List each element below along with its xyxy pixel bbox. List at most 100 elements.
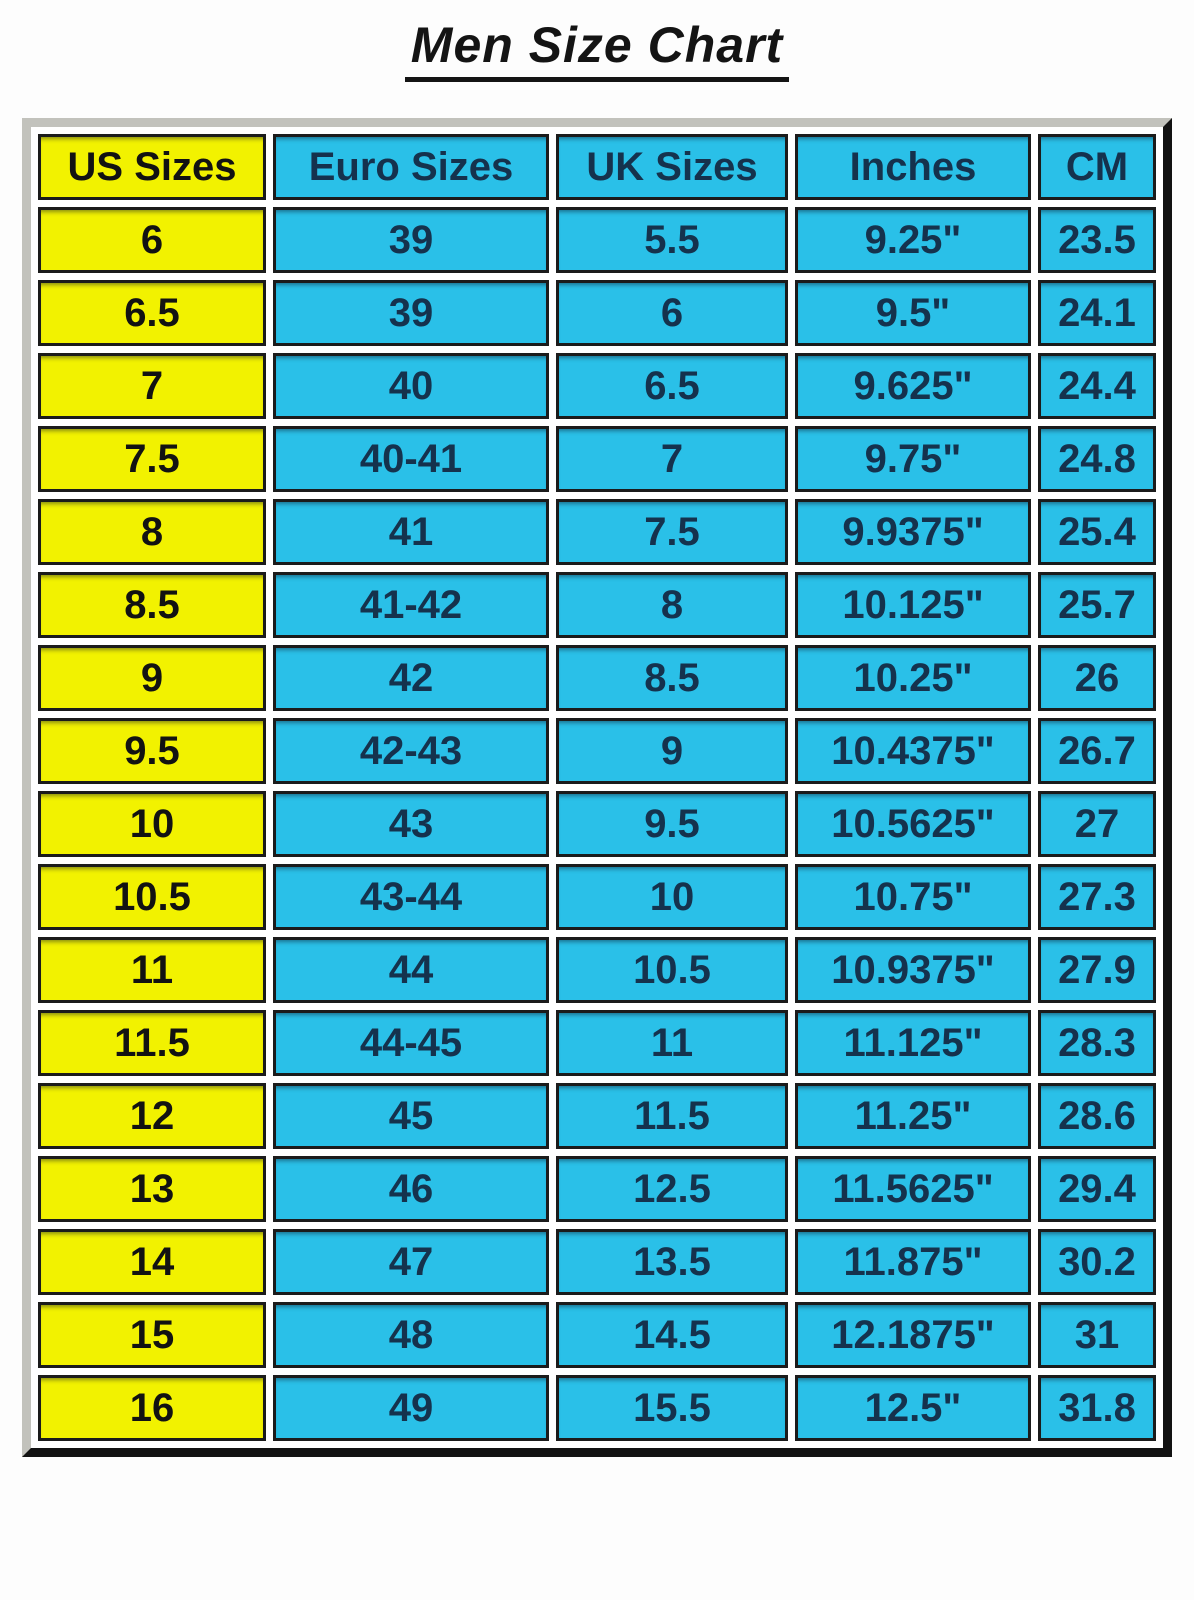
table-cell: 9 (556, 718, 788, 784)
table-cell: 13 (38, 1156, 266, 1222)
table-row: 8 41 7.5 9.9375" 25.4 (38, 499, 1156, 565)
table-cell: 7 (38, 353, 266, 419)
page-title-text: Men Size Chart (404, 17, 790, 82)
table-row: 10 43 9.5 10.5625" 27 (38, 791, 1156, 857)
table-cell: 42 (273, 645, 549, 711)
table-row: 8.5 41-42 8 10.125" 25.7 (38, 572, 1156, 638)
table-cell: 6.5 (38, 280, 266, 346)
table-cell: 9.75" (795, 426, 1031, 492)
table-cell: 29.4 (1038, 1156, 1156, 1222)
table-cell: 26 (1038, 645, 1156, 711)
table-cell: 10.9375" (795, 937, 1031, 1003)
table-cell: 12.5 (556, 1156, 788, 1222)
men-size-chart-table: US Sizes Euro Sizes UK Sizes Inches CM 6… (22, 118, 1172, 1457)
table-cell: 13.5 (556, 1229, 788, 1295)
table-cell: 15 (38, 1302, 266, 1368)
table-cell: 27.3 (1038, 864, 1156, 930)
table-cell: 26.7 (1038, 718, 1156, 784)
table-row: 9 42 8.5 10.25" 26 (38, 645, 1156, 711)
column-header-uk-sizes: UK Sizes (556, 134, 788, 200)
table-cell: 9.9375" (795, 499, 1031, 565)
table-cell: 10.125" (795, 572, 1031, 638)
table-cell: 25.4 (1038, 499, 1156, 565)
table-cell: 45 (273, 1083, 549, 1149)
table-cell: 41 (273, 499, 549, 565)
table-cell: 31.8 (1038, 1375, 1156, 1441)
table-cell: 30.2 (1038, 1229, 1156, 1295)
table-cell: 23.5 (1038, 207, 1156, 273)
page-title: Men Size Chart (0, 0, 1194, 82)
table-cell: 8 (556, 572, 788, 638)
table-cell: 46 (273, 1156, 549, 1222)
table-cell: 10.5 (556, 937, 788, 1003)
table-cell: 12.1875" (795, 1302, 1031, 1368)
table-row: 16 49 15.5 12.5" 31.8 (38, 1375, 1156, 1441)
table-cell: 5.5 (556, 207, 788, 273)
table-cell: 7.5 (38, 426, 266, 492)
table-cell: 10.5 (38, 864, 266, 930)
table-row: 7.5 40-41 7 9.75" 24.8 (38, 426, 1156, 492)
table-cell: 43-44 (273, 864, 549, 930)
table-cell: 24.8 (1038, 426, 1156, 492)
table-cell: 7.5 (556, 499, 788, 565)
table-row: 14 47 13.5 11.875" 30.2 (38, 1229, 1156, 1295)
table-cell: 9 (38, 645, 266, 711)
table-cell: 39 (273, 280, 549, 346)
table-cell: 11.5625" (795, 1156, 1031, 1222)
table-cell: 48 (273, 1302, 549, 1368)
table-cell: 6.5 (556, 353, 788, 419)
table-cell: 11.5 (38, 1010, 266, 1076)
table-cell: 14.5 (556, 1302, 788, 1368)
table-cell: 11.125" (795, 1010, 1031, 1076)
table-cell: 24.4 (1038, 353, 1156, 419)
table-row: 6.5 39 6 9.5" 24.1 (38, 280, 1156, 346)
table-cell: 10 (556, 864, 788, 930)
table-cell: 10.75" (795, 864, 1031, 930)
table-cell: 44 (273, 937, 549, 1003)
table-cell: 10 (38, 791, 266, 857)
table-cell: 49 (273, 1375, 549, 1441)
table-cell: 40-41 (273, 426, 549, 492)
size-table-body: 6 39 5.5 9.25" 23.5 6.5 39 6 9.5" 24.1 7 40 6.5 9.625… (38, 207, 1156, 1441)
column-header-cm: CM (1038, 134, 1156, 200)
table-cell: 12.5" (795, 1375, 1031, 1441)
table-cell: 7 (556, 426, 788, 492)
table-row: 11 44 10.5 10.9375" 27.9 (38, 937, 1156, 1003)
table-cell: 9.25" (795, 207, 1031, 273)
table-cell: 9.625" (795, 353, 1031, 419)
table-cell: 43 (273, 791, 549, 857)
table-cell: 9.5 (38, 718, 266, 784)
table-row: 13 46 12.5 11.5625" 29.4 (38, 1156, 1156, 1222)
table-cell: 12 (38, 1083, 266, 1149)
table-cell: 25.7 (1038, 572, 1156, 638)
table-cell: 6 (556, 280, 788, 346)
table-cell: 10.5625" (795, 791, 1031, 857)
table-cell: 10.4375" (795, 718, 1031, 784)
table-cell: 9.5" (795, 280, 1031, 346)
header-row: US Sizes Euro Sizes UK Sizes Inches CM (38, 134, 1156, 200)
table-cell: 27.9 (1038, 937, 1156, 1003)
table-cell: 44-45 (273, 1010, 549, 1076)
column-header-euro-sizes: Euro Sizes (273, 134, 549, 200)
table-cell: 16 (38, 1375, 266, 1441)
table-cell: 27 (1038, 791, 1156, 857)
table-cell: 11 (556, 1010, 788, 1076)
column-header-us-sizes: US Sizes (38, 134, 266, 200)
table-cell: 40 (273, 353, 549, 419)
table-cell: 14 (38, 1229, 266, 1295)
table-cell: 47 (273, 1229, 549, 1295)
table-cell: 11.25" (795, 1083, 1031, 1149)
table-cell: 31 (1038, 1302, 1156, 1368)
table-cell: 8.5 (38, 572, 266, 638)
table-cell: 42-43 (273, 718, 549, 784)
table-row: 7 40 6.5 9.625" 24.4 (38, 353, 1156, 419)
table-row: 9.5 42-43 9 10.4375" 26.7 (38, 718, 1156, 784)
table-cell: 6 (38, 207, 266, 273)
table-row: 11.5 44-45 11 11.125" 28.3 (38, 1010, 1156, 1076)
table-row: 15 48 14.5 12.1875" 31 (38, 1302, 1156, 1368)
table-cell: 9.5 (556, 791, 788, 857)
table-cell: 39 (273, 207, 549, 273)
table-cell: 15.5 (556, 1375, 788, 1441)
table-row: 6 39 5.5 9.25" 23.5 (38, 207, 1156, 273)
